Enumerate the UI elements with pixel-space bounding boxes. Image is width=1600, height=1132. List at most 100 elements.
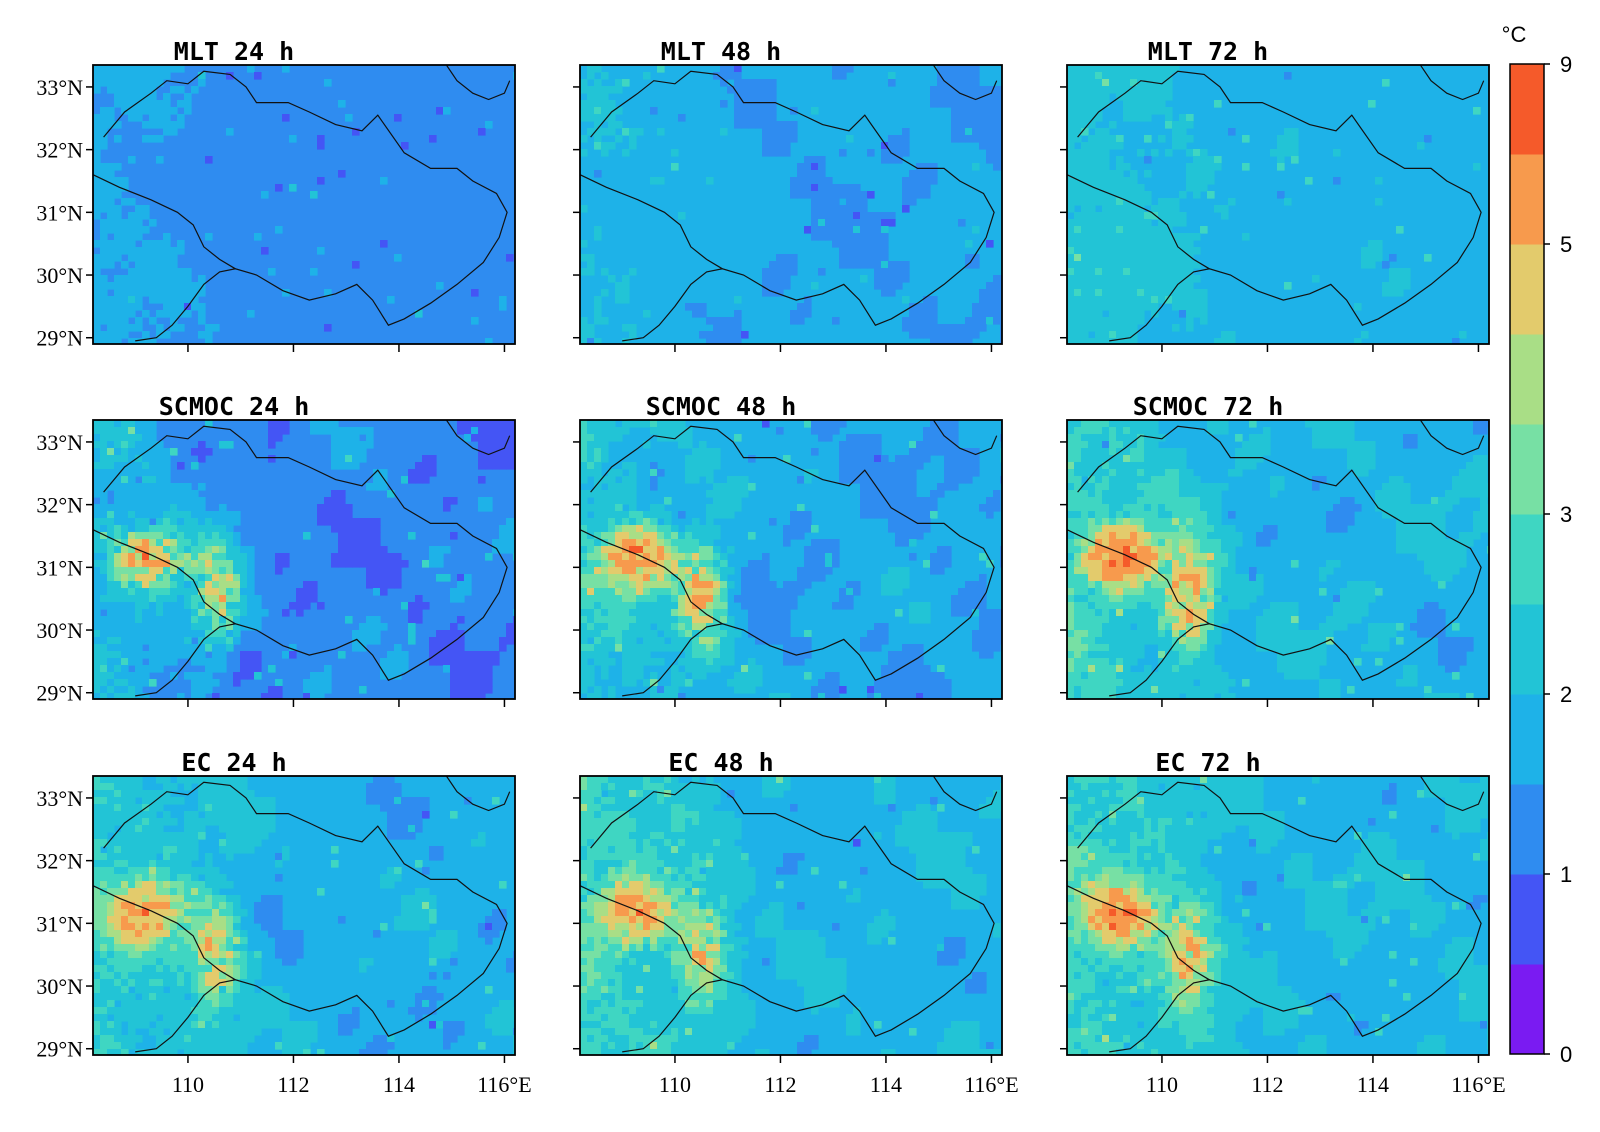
- heatmap-cell: [1151, 247, 1159, 255]
- heatmap-cell: [818, 198, 826, 206]
- heatmap-cell: [741, 567, 749, 575]
- heatmap-cell: [170, 261, 178, 269]
- heatmap-cell: [1137, 79, 1145, 87]
- heatmap-cell: [128, 637, 136, 645]
- heatmap-cell: [937, 65, 945, 73]
- heatmap-cell: [261, 247, 269, 255]
- heatmap-cell: [1000, 128, 1002, 136]
- heatmap-cell: [1242, 448, 1250, 456]
- heatmap-cell: [699, 567, 707, 575]
- heatmap-cell: [671, 679, 679, 687]
- heatmap-cell: [839, 686, 847, 694]
- heatmap-cell: [916, 455, 924, 463]
- heatmap-cell: [149, 254, 157, 262]
- heatmap-cell: [706, 658, 714, 666]
- heatmap-cell: [1151, 525, 1159, 533]
- heatmap-cell: [373, 539, 381, 547]
- heatmap-cell: [114, 331, 122, 339]
- heatmap-cell: [1130, 233, 1138, 241]
- map-panel: SCMOC 24 h33°N32°N31°N30°N29°N: [36, 392, 516, 707]
- heatmap-cell: [142, 462, 150, 470]
- heatmap-cell: [741, 665, 749, 673]
- heatmap-cell: [289, 644, 297, 652]
- heatmap-cell: [601, 455, 609, 463]
- heatmap-cell: [303, 532, 311, 540]
- heatmap-cell: [149, 121, 157, 129]
- heatmap-cell: [1200, 177, 1208, 185]
- heatmap-cell: [804, 476, 812, 484]
- heatmap-cell: [170, 616, 178, 624]
- heatmap-cell: [1165, 79, 1173, 87]
- heatmap-cell: [457, 595, 465, 603]
- heatmap-cell: [128, 525, 136, 533]
- heatmap-cell: [1179, 462, 1187, 470]
- heatmap-cell: [636, 616, 644, 624]
- heatmap-cell: [839, 455, 847, 463]
- heatmap-cell: [874, 254, 882, 262]
- heatmap-cell: [499, 434, 507, 442]
- heatmap-cell: [986, 149, 994, 157]
- heatmap-cell: [226, 567, 234, 575]
- heatmap-cell: [457, 581, 465, 589]
- heatmap-cell: [1102, 240, 1110, 248]
- heatmap-cell: [1116, 191, 1124, 199]
- heatmap-cell: [142, 511, 150, 519]
- heatmap-cell: [156, 289, 164, 297]
- heatmap-cell: [1081, 469, 1089, 477]
- heatmap-cell: [734, 476, 742, 484]
- heatmap-cell: [436, 658, 444, 666]
- heatmap-cell: [1354, 448, 1362, 456]
- heatmap-cell: [100, 448, 108, 456]
- heatmap-cell: [965, 588, 973, 596]
- heatmap-cell: [100, 135, 108, 143]
- heatmap-cell: [594, 462, 602, 470]
- heatmap-cell: [100, 546, 108, 554]
- heatmap-cell: [205, 665, 213, 673]
- heatmap-cell: [1305, 420, 1313, 428]
- heatmap-cell: [1214, 525, 1222, 533]
- heatmap-cell: [233, 616, 241, 624]
- heatmap-cell: [1284, 149, 1292, 157]
- heatmap-cell: [100, 128, 108, 136]
- heatmap-cell: [979, 644, 987, 652]
- heatmap-cell: [1235, 434, 1243, 442]
- heatmap-cell: [1074, 156, 1082, 164]
- heatmap-cell: [937, 672, 945, 680]
- heatmap-cell: [219, 630, 227, 638]
- heatmap-cell: [587, 651, 595, 659]
- heatmap-cell: [121, 86, 129, 94]
- heatmap-cell: [1130, 100, 1138, 108]
- heatmap-cell: [359, 637, 367, 645]
- heatmap-cell: [100, 511, 108, 519]
- heatmap-cell: [986, 644, 994, 652]
- heatmap-cell: [135, 205, 143, 213]
- heatmap-cell: [219, 553, 227, 561]
- heatmap-cell: [1116, 296, 1124, 304]
- heatmap-cell: [408, 532, 416, 540]
- heatmap-cell: [944, 93, 952, 101]
- heatmap-cell: [888, 289, 896, 297]
- heatmap-cell: [678, 212, 686, 220]
- heatmap-cell: [128, 630, 136, 638]
- heatmap-cell: [1074, 247, 1082, 255]
- heatmap-cell: [240, 672, 248, 680]
- heatmap-cell: [422, 455, 430, 463]
- heatmap-cell: [1165, 212, 1173, 220]
- heatmap-cell: [1249, 595, 1257, 603]
- heatmap-cell: [1074, 261, 1082, 269]
- heatmap-cell: [149, 338, 157, 344]
- heatmap-cell: [177, 518, 185, 526]
- heatmap-cell: [359, 553, 367, 561]
- heatmap-cell: [1137, 184, 1145, 192]
- heatmap-cell: [1172, 275, 1180, 283]
- heatmap-cell: [727, 86, 735, 94]
- heatmap-cell: [1410, 434, 1418, 442]
- heatmap-cell: [156, 121, 164, 129]
- heatmap-cell: [100, 338, 108, 344]
- heatmap-field: [1067, 420, 1489, 699]
- heatmap-cell: [121, 79, 129, 87]
- heatmap-cell: [107, 441, 115, 449]
- heatmap-cell: [1095, 233, 1103, 241]
- heatmap-cell: [755, 107, 763, 115]
- heatmap-cell: [825, 672, 833, 680]
